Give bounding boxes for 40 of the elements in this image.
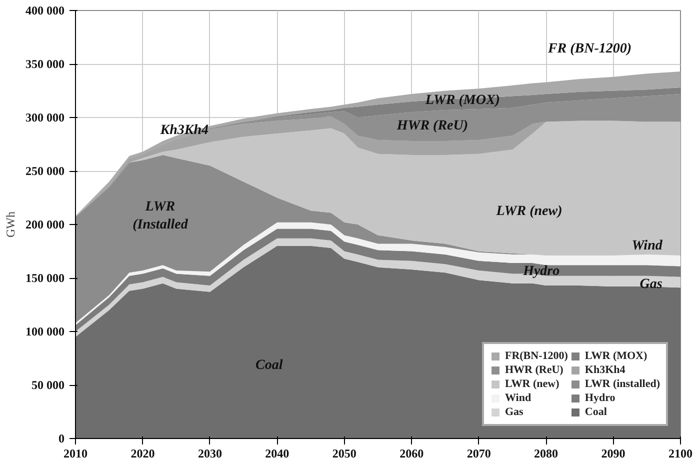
y-tick-label: 250 000: [26, 164, 64, 178]
legend-label: FR(BN-1200): [504, 350, 568, 362]
annotation: Gas: [640, 276, 663, 292]
legend-label: LWR (new): [504, 378, 560, 390]
y-tick-label: 0: [58, 432, 64, 446]
annotation: Kh3Kh4: [159, 122, 209, 138]
y-tick-label: 150 000: [26, 271, 64, 285]
legend-label: Hydro: [584, 392, 616, 404]
x-tick-label: 2060: [400, 446, 424, 460]
y-tick-label: 400 000: [26, 4, 64, 18]
annotation: LWR (new): [495, 204, 562, 220]
legend-label: Coal: [584, 406, 607, 418]
x-tick-label: 2070: [466, 446, 491, 460]
annotation: LWR (Installed: [132, 199, 189, 232]
x-tick-label: 2020: [130, 446, 155, 460]
legend-label: HWR (ReU): [504, 364, 564, 376]
y-tick-label: 300 000: [26, 110, 64, 124]
legend-label: Gas: [504, 406, 524, 418]
x-tick-label: 2080: [534, 446, 558, 460]
legend-label: LWR (MOX): [584, 350, 648, 362]
legend-label: Kh3Kh4: [584, 364, 626, 376]
x-tick-label: 2040: [265, 446, 290, 460]
y-tick-label: 200 000: [26, 218, 64, 232]
legend-label: Wind: [504, 392, 532, 404]
y-tick-label: 50 000: [32, 378, 64, 392]
x-tick-label: 2010: [64, 446, 88, 460]
annotation: LWR (MOX): [424, 92, 500, 108]
y-tick-label: 100 000: [26, 324, 64, 338]
annotation: Wind: [632, 238, 664, 254]
y-tick-label: 350 000: [26, 57, 64, 71]
x-tick-label: 2030: [198, 446, 222, 460]
annotation: Hydro: [522, 264, 560, 280]
x-tick-label: 2100: [668, 446, 692, 460]
annotation: FR (BN-1200): [546, 42, 632, 57]
x-tick-label: 2050: [332, 446, 356, 460]
y-axis-title: GWh: [4, 211, 18, 238]
legend-label: LWR (installed): [584, 378, 660, 390]
x-tick-label: 2090: [601, 446, 626, 460]
annotation: Coal: [255, 358, 283, 374]
annotation: HWR (ReU): [396, 118, 468, 134]
